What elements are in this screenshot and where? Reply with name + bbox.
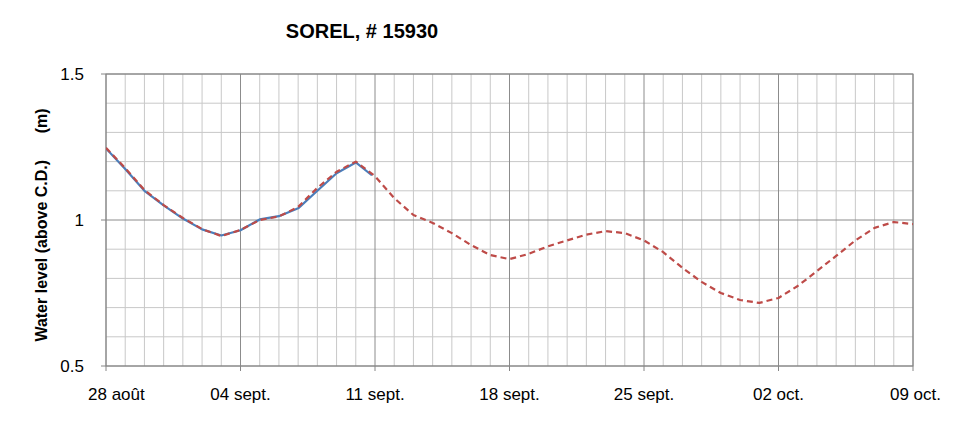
- y-tick-label: 0.5: [60, 357, 84, 376]
- y-tick-label: 1: [75, 211, 84, 230]
- series-group: [106, 148, 913, 303]
- y-tick: [101, 220, 106, 221]
- x-tick-label: 11 sept.: [345, 385, 404, 404]
- x-tick-label: 04 sept.: [210, 385, 271, 404]
- y-tick-label: 1.5: [60, 65, 84, 84]
- x-tick-label: 09 oct.: [890, 385, 941, 404]
- x-tick-label: 28 août: [88, 385, 145, 404]
- x-tick-label: 25 sept.: [614, 385, 675, 404]
- x-tick: [509, 366, 510, 371]
- x-tick: [913, 366, 914, 371]
- x-tick: [644, 366, 645, 371]
- title: SOREL, # 15930: [286, 20, 438, 42]
- chart: 28 août 04 sept. 11 sept. 18 sept. 25 sept. 0…: [0, 0, 969, 421]
- y-tick: [101, 74, 106, 75]
- y-axis-label: Water level (above C.D.) (m): [33, 108, 50, 341]
- x-tick: [375, 366, 376, 371]
- x-tick-label: 18 sept.: [479, 385, 540, 404]
- x-tick: [106, 366, 107, 371]
- plot-frame: [106, 74, 913, 366]
- series-line: [106, 148, 371, 235]
- x-tick-label: 02 oct.: [753, 385, 804, 404]
- grid-line: [106, 220, 913, 221]
- series-line: [106, 148, 913, 303]
- x-tick: [778, 366, 779, 371]
- minor-grid: [106, 74, 913, 366]
- axes: 28 août 04 sept. 11 sept. 18 sept. 25 sept. 0…: [60, 65, 941, 404]
- y-tick: [101, 366, 106, 367]
- x-tick: [240, 366, 241, 371]
